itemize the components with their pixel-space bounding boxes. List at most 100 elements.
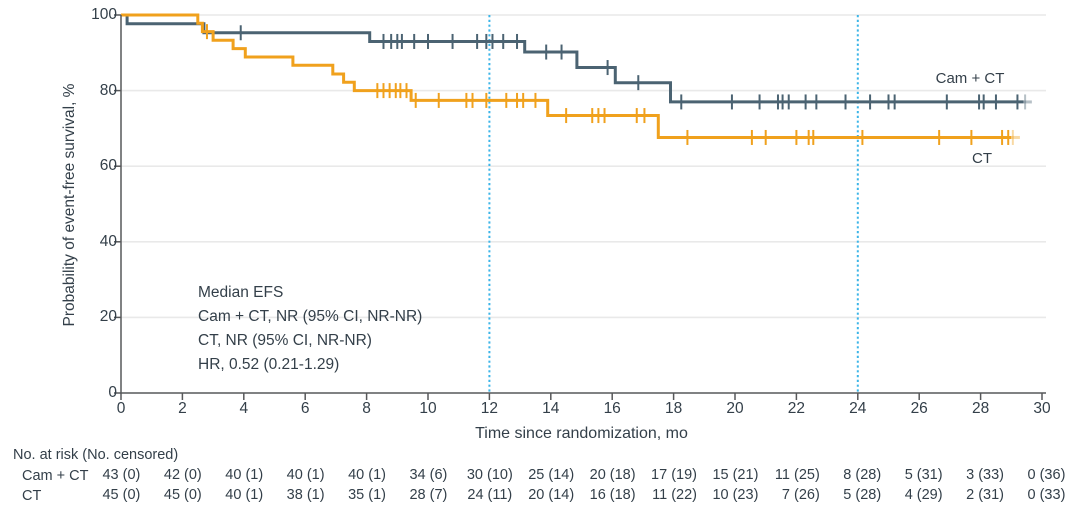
y-axis-title: Probability of event-free survival, % xyxy=(61,83,78,327)
risk-censored-value: (22) xyxy=(667,487,697,503)
risk-cell-ct-22mo: 7 (26) xyxy=(764,488,828,503)
risk-at-risk-value: 38 xyxy=(286,487,303,503)
risk-at-risk-value: 5 xyxy=(904,467,913,483)
risk-cell-ct-6mo: 38 (1) xyxy=(273,488,337,503)
risk-censored-value: (21) xyxy=(728,467,759,483)
risk-cell-cam-ct-10mo: 34 (6) xyxy=(396,468,460,483)
risk-censored-value: (1) xyxy=(302,467,325,483)
curve-label-cam-ct: Cam + CT xyxy=(935,70,1005,87)
risk-at-risk-value: 45 xyxy=(102,487,119,503)
y-tick-label-100: 100 xyxy=(91,6,117,23)
y-tick-label-40: 40 xyxy=(99,232,117,250)
risk-at-risk-value: 30 xyxy=(466,467,483,483)
risk-censored-value: (1) xyxy=(364,467,386,483)
risk-at-risk-value: 28 xyxy=(409,487,426,503)
risk-cell-cam-ct-22mo: 11 (25) xyxy=(764,468,828,483)
risk-at-risk-value: 11 xyxy=(652,487,668,503)
annotation-line-cam-ct: Cam + CT, NR (95% CI, NR-NR) xyxy=(198,308,423,325)
x-tick-label-6: 6 xyxy=(300,400,310,417)
y-tick-label-80: 80 xyxy=(99,81,117,99)
x-tick-label-30: 30 xyxy=(1033,400,1051,417)
x-tick-label-28: 28 xyxy=(971,400,990,417)
risk-censored-value: (14) xyxy=(544,467,575,483)
x-tick-label-12: 12 xyxy=(480,400,499,417)
risk-cell-cam-ct-20mo: 15 (21) xyxy=(703,468,767,483)
risk-cell-cam-ct-8mo: 40 (1) xyxy=(335,468,399,483)
risk-at-risk-value: 3 xyxy=(966,467,975,483)
risk-censored-value: (0) xyxy=(180,467,202,483)
risk-cell-ct-14mo: 20 (14) xyxy=(519,488,583,503)
risk-at-risk-value: 4 xyxy=(904,487,913,503)
risk-cell-cam-ct-28mo: 3 (33) xyxy=(949,468,1013,483)
y-tick-label-0: 0 xyxy=(108,384,117,401)
risk-censored-value: (0) xyxy=(118,467,141,483)
risk-censored-value: (7) xyxy=(425,487,448,503)
risk-censored-value: (19) xyxy=(667,467,697,483)
risk-at-risk-value: 25 xyxy=(528,467,545,483)
risk-cell-ct-12mo: 24 (11) xyxy=(457,488,521,503)
risk-cell-ct-10mo: 28 (7) xyxy=(396,488,460,503)
risk-at-risk-value: 20 xyxy=(528,487,545,503)
risk-cell-ct-30mo: 0 (33) xyxy=(1010,488,1074,503)
risk-row-label-ct: CT xyxy=(22,488,42,504)
risk-cell-ct-26mo: 4 (29) xyxy=(887,488,951,503)
x-tick-label-0: 0 xyxy=(116,400,126,417)
risk-censored-value: (36) xyxy=(1035,467,1066,483)
risk-censored-value: (11) xyxy=(483,487,513,503)
x-tick-label-26: 26 xyxy=(910,400,928,417)
risk-censored-value: (29) xyxy=(912,487,943,503)
risk-cell-ct-8mo: 35 (1) xyxy=(335,488,399,503)
annotation-line-ct: CT, NR (95% CI, NR-NR) xyxy=(198,332,372,349)
risk-censored-value: (28) xyxy=(851,467,882,483)
risk-at-risk-value: 45 xyxy=(163,487,181,503)
risk-row-label-cam-ct: Cam + CT xyxy=(22,468,89,484)
x-tick-label-14: 14 xyxy=(542,400,560,417)
risk-censored-value: (1) xyxy=(241,487,264,503)
risk-censored-value: (18) xyxy=(605,487,636,503)
risk-cell-cam-ct-14mo: 25 (14) xyxy=(519,468,583,483)
risk-cell-ct-4mo: 40 (1) xyxy=(212,488,276,503)
annotation-line-hr: HR, 0.52 (0.21-1.29) xyxy=(198,356,340,373)
risk-censored-value: (0) xyxy=(180,487,202,503)
risk-cell-ct-2mo: 45 (0) xyxy=(150,488,214,503)
risk-cell-ct-24mo: 5 (28) xyxy=(826,488,890,503)
risk-cell-cam-ct-2mo: 42 (0) xyxy=(150,468,214,483)
risk-at-risk-value: 8 xyxy=(843,467,852,483)
risk-censored-value: (31) xyxy=(912,467,943,483)
risk-at-risk-value: 16 xyxy=(589,487,606,503)
curve-label-ct: CT xyxy=(972,150,992,167)
risk-censored-value: (6) xyxy=(425,467,448,483)
risk-at-risk-value: 34 xyxy=(409,467,426,483)
risk-censored-value: (23) xyxy=(728,487,759,503)
risk-censored-value: (1) xyxy=(364,487,386,503)
risk-table-title: No. at risk (No. censored) xyxy=(13,447,179,463)
risk-at-risk-value: 24 xyxy=(467,487,484,503)
x-tick-label-18: 18 xyxy=(664,400,683,417)
risk-at-risk-value: 42 xyxy=(163,467,181,483)
risk-at-risk-value: 0 xyxy=(1027,487,1036,503)
x-tick-label-4: 4 xyxy=(239,400,249,417)
km-curve-ct xyxy=(121,13,1012,139)
risk-censored-value: (26) xyxy=(789,487,820,503)
risk-cell-ct-16mo: 16 (18) xyxy=(580,488,644,503)
risk-censored-value: (33) xyxy=(974,467,1004,483)
risk-cell-cam-ct-26mo: 5 (31) xyxy=(887,468,951,483)
annotation-line-median: Median EFS xyxy=(198,284,284,301)
median-efs-annotation: Median EFS Cam + CT, NR (95% CI, NR-NR) … xyxy=(198,281,422,377)
risk-at-risk-value: 15 xyxy=(712,467,729,483)
risk-at-risk-value: 0 xyxy=(1027,467,1036,483)
risk-censored-value: (0) xyxy=(118,487,141,503)
risk-censored-value: (25) xyxy=(789,467,820,483)
risk-censored-value: (31) xyxy=(974,487,1004,503)
risk-cell-ct-18mo: 11 (22) xyxy=(642,488,706,503)
risk-at-risk-value: 35 xyxy=(348,487,365,503)
risk-censored-value: (28) xyxy=(851,487,882,503)
risk-cell-cam-ct-6mo: 40 (1) xyxy=(273,468,337,483)
risk-cell-ct-0mo: 45 (0) xyxy=(89,488,153,503)
km-curve-cam-ct xyxy=(121,13,1024,104)
risk-cell-cam-ct-16mo: 20 (18) xyxy=(580,468,644,483)
risk-at-risk-value: 43 xyxy=(102,467,119,483)
x-tick-label-22: 22 xyxy=(787,400,806,417)
